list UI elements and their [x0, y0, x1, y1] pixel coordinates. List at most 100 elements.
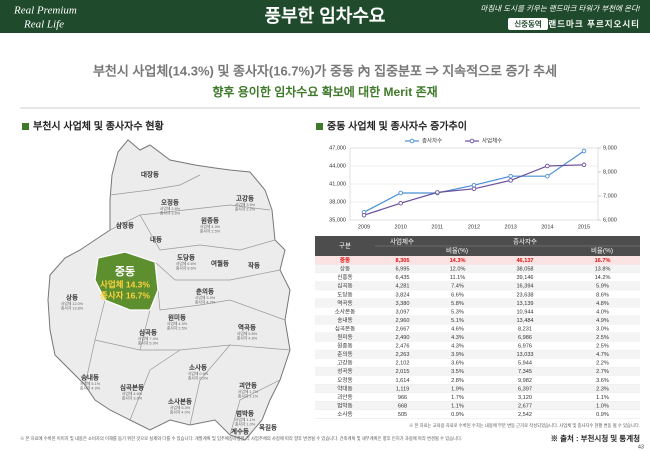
highlight-stat: 사업체 14.3% [100, 279, 150, 289]
table-row [315, 298, 640, 308]
table-cell: 6,995 [396, 267, 410, 273]
table-cell: 괴안동 [337, 393, 352, 401]
table-cell: 16.7% [595, 258, 611, 264]
table-cell: 1.9% [451, 386, 464, 392]
district-stat: 종사자 1.1% [238, 394, 259, 399]
table-cell: 6,986 [518, 335, 532, 341]
district-stat: 사업체 1.7% [238, 389, 259, 394]
table-cell: 7.4% [451, 284, 464, 290]
table-cell: 1.7% [451, 395, 464, 401]
district-name: 역곡동 [238, 323, 256, 332]
series-point [508, 178, 513, 183]
district-name: 범박동 [236, 409, 254, 418]
series-point [581, 148, 587, 154]
table-cell: 송내동 [337, 316, 352, 324]
table-cell: 13,484 [516, 318, 533, 324]
district-name: 심곡동 [139, 328, 157, 337]
table-cell: 5.1% [451, 318, 464, 324]
table-row [315, 367, 640, 376]
badge [508, 18, 548, 30]
map-outline [47, 139, 291, 441]
table-cell: 5,944 [518, 361, 532, 367]
table-cell: 2,667 [396, 326, 410, 332]
table-row [315, 281, 640, 291]
table-cell: 4.7% [596, 352, 609, 358]
bullet [316, 123, 323, 130]
tagline: 마침내 도시를 키우는 랜드마크 타워가 부천에 온다! [481, 4, 641, 13]
legend-marker [469, 138, 475, 144]
table-row [315, 273, 640, 282]
headline: 부천시 사업체(14.3%) 및 종사자(16.7%)가 중동 內 집중분포 ⇒… [93, 63, 557, 78]
series-point [471, 182, 477, 188]
page-title: 풍부한 임차수요 [265, 6, 386, 26]
district-stat: 사업체 5.8% [237, 331, 258, 336]
footnote: ※ 본 자료는 교육용 자료로 수록된 수치는 내용에 부분 변동 근거로 작성… [409, 422, 640, 429]
table-cell: 5.8% [451, 301, 464, 307]
district-stat: 종사자 4.7% [195, 300, 216, 305]
district-name: 송내동 [81, 373, 99, 382]
page-number: 43 [638, 444, 644, 450]
table-cell: 1.1% [451, 403, 464, 409]
legend-label: 종사자수 [422, 136, 442, 144]
table-cell: 2,476 [396, 344, 410, 350]
brand: 랜드마크 푸르지오시티 [548, 19, 640, 29]
y-tick-label: 35,000 [329, 217, 346, 223]
district-name: 고강동 [236, 194, 254, 203]
district-name: 원미동 [168, 313, 186, 322]
table-cell: 2.2% [596, 361, 609, 367]
table-cell: 3.9% [451, 352, 464, 358]
y-tick-label: 44,000 [329, 163, 346, 169]
table-cell: 원종동 [337, 342, 352, 350]
bullet [22, 123, 29, 130]
y-tick-label: 47,000 [329, 145, 346, 151]
y2-tick-label: 6,000 [603, 217, 617, 223]
table-cell: 3,380 [396, 301, 410, 307]
district-stat: 종사자 2.2% [235, 207, 256, 212]
map-boundary [84, 174, 291, 436]
table-cell: 도당동 [337, 291, 352, 298]
table-cell: 약대동 [337, 384, 352, 392]
x-tick-label: 2014 [541, 224, 553, 230]
table-cell: 심곡본동 [335, 324, 356, 332]
table-cell: 범박동 [337, 401, 352, 409]
district-stat: 사업체 4.6% [122, 391, 143, 396]
table-cell: 역곡동 [337, 299, 352, 307]
logo: Real Life [23, 19, 64, 31]
district-stat: 사업체 5.3% [170, 405, 191, 410]
table-cell: 2,102 [396, 361, 410, 367]
table-row [315, 315, 640, 325]
district-stat: 종사자 3.0% [122, 396, 143, 401]
district-stat: 사업체 0.9% [188, 371, 209, 376]
table-cell: 3.6% [451, 361, 464, 367]
district-stat: 사업체 6.6% [176, 261, 197, 266]
district-name: 작동 [248, 261, 260, 270]
table-cell: 12.0% [450, 267, 466, 273]
table-cell: 0.9% [596, 412, 609, 418]
table-cell: 고강동 [337, 360, 352, 367]
table-cell: 4.0% [596, 309, 609, 315]
y2-tick-label: 7,000 [603, 193, 617, 199]
series-point [471, 186, 477, 192]
table-cell: 7,345 [518, 369, 532, 375]
series-point [508, 173, 513, 179]
district-stat: 사업체 5.1% [80, 381, 101, 386]
x-tick-label: 2010 [395, 224, 407, 230]
table-cell: 심곡동 [337, 282, 352, 290]
district-stat: 종사자 8.6% [176, 266, 197, 271]
table-row [315, 307, 640, 316]
district-name: 계수동 [231, 427, 249, 436]
table-cell: 3,824 [396, 292, 410, 298]
y-tick-label: 38,000 [329, 199, 346, 205]
table-cell: 2.5% [596, 344, 609, 350]
table-cell: 668 [398, 403, 407, 409]
table-cell: 8.6% [596, 292, 609, 298]
table-cell: 0.9% [451, 412, 464, 418]
table-header: 비율(%) [591, 246, 613, 255]
table-cell: 중동 [340, 256, 350, 264]
table-row [315, 324, 640, 333]
series-point [361, 212, 367, 218]
district-stat: 종사자 0.9% [188, 376, 209, 381]
district-stat: 종사자 4.9% [80, 386, 101, 391]
series-point [435, 190, 440, 195]
